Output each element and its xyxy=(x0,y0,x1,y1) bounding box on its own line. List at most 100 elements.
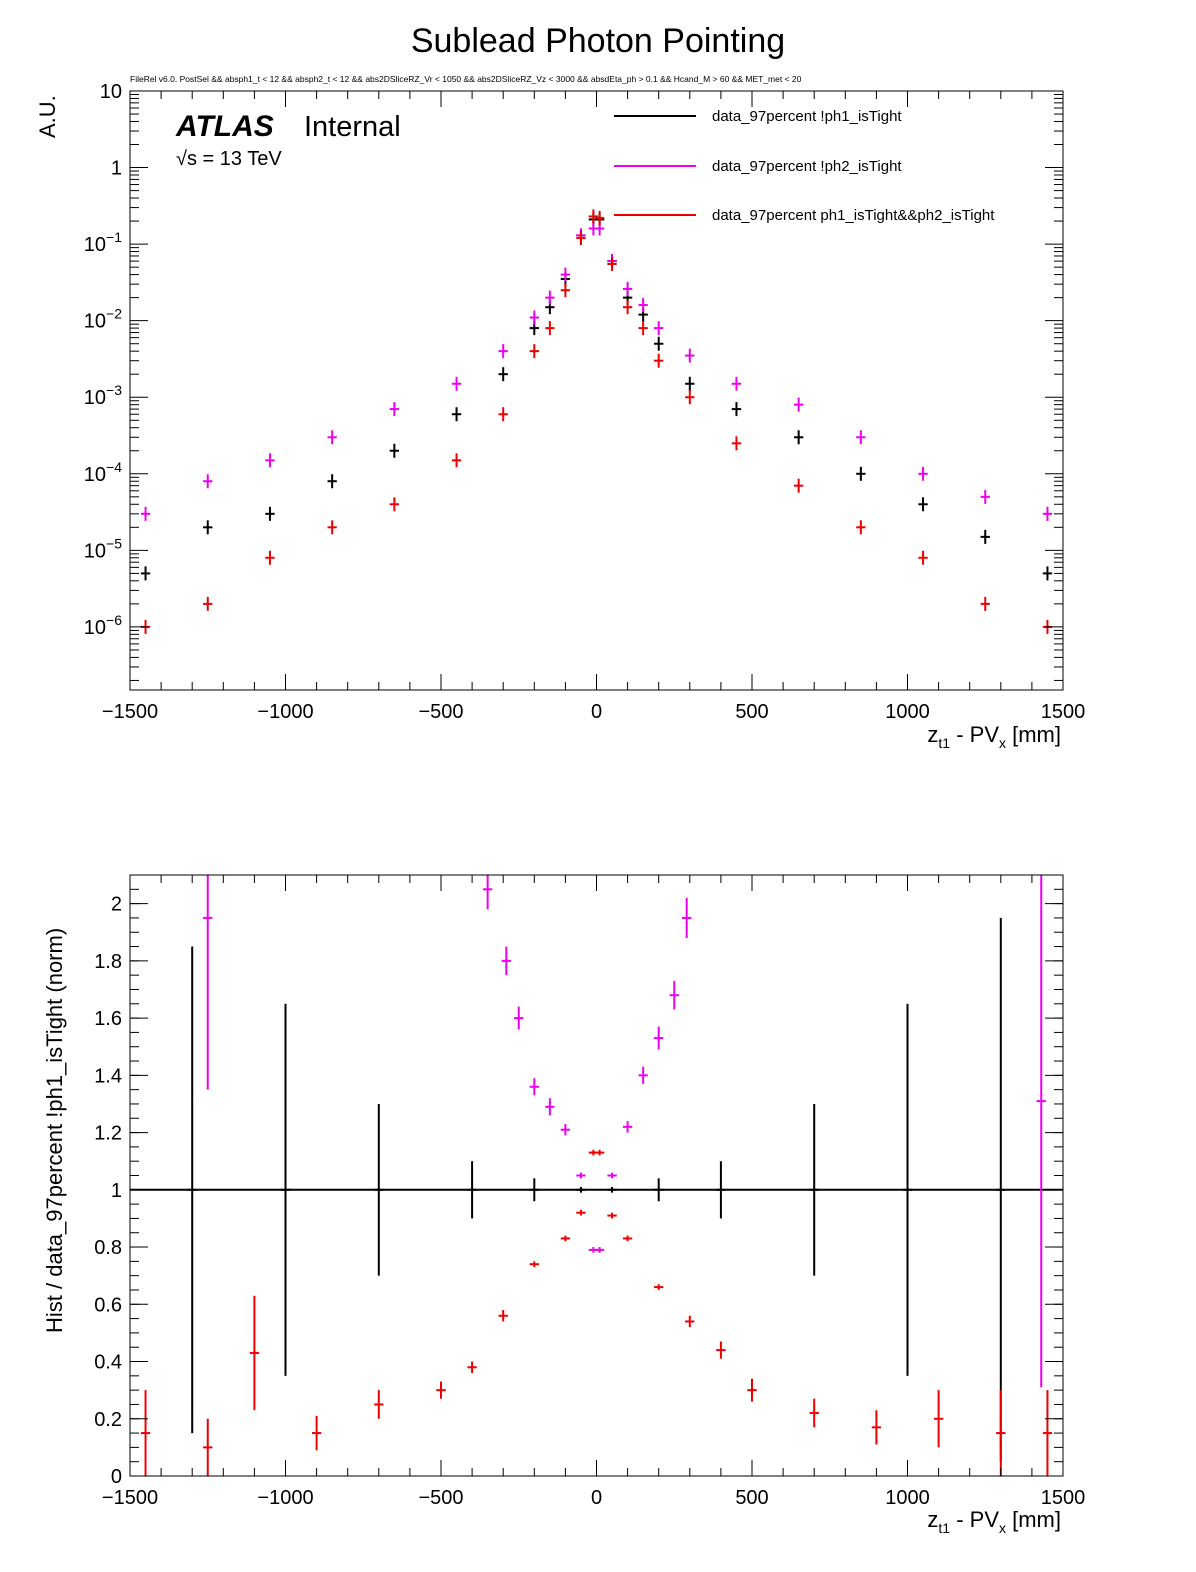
bottom-x-tick-label: −1500 xyxy=(102,1487,158,1509)
top-series-2-point xyxy=(545,321,555,336)
bottom-series-0-point xyxy=(374,1103,384,1276)
top-series-0-point xyxy=(140,566,151,581)
bottom-series-0-point xyxy=(902,1003,913,1376)
top-series-1-point xyxy=(451,376,462,391)
legend-label-tight: data_97percent ph1_isTight&&ph2_isTight xyxy=(712,207,995,224)
legend-entry-tight: data_97percent ph1_isTight&&ph2_isTight xyxy=(614,207,995,224)
top-y-axis-title: A.U. xyxy=(35,95,60,138)
top-series-1-point xyxy=(654,321,664,336)
legend-label-ph2: data_97percent !ph2_isTight xyxy=(712,158,902,175)
bottom-series-2-point xyxy=(529,1261,539,1268)
bottom-series-1-point xyxy=(203,875,213,1090)
bottom-x-tick-label: −500 xyxy=(418,1487,463,1509)
bottom-y-tick-label: 0.6 xyxy=(94,1294,122,1316)
top-series-0-point xyxy=(327,474,337,489)
top-series-2-point xyxy=(980,596,990,611)
top-series-1-point xyxy=(622,281,633,296)
top-series-0-point xyxy=(654,336,664,351)
top-series-0-point xyxy=(451,407,462,422)
bottom-series-1-point xyxy=(576,1172,586,1179)
internal-label: Internal xyxy=(304,111,401,143)
top-series-0-point xyxy=(1042,566,1053,581)
top-y-tick-label: 1 xyxy=(111,158,122,180)
bottom-x-tick-label: −1000 xyxy=(257,1487,313,1509)
top-series-2-point xyxy=(654,353,664,368)
bottom-series-2-point xyxy=(654,1284,664,1290)
bottom-series-2-point xyxy=(374,1390,384,1419)
top-x-tick-label: 0 xyxy=(591,701,602,723)
top-series-0-point xyxy=(918,497,928,512)
bottom-series-2-point xyxy=(311,1415,322,1451)
bottom-series-2-point xyxy=(436,1381,446,1399)
top-series-1-point xyxy=(265,453,275,468)
bottom-series-1-point xyxy=(482,875,493,910)
top-series-1-point xyxy=(389,402,400,417)
top-y-tick-label: 10−4 xyxy=(84,459,122,486)
top-series-2-point xyxy=(265,550,275,565)
bottom-y-tick-label: 0.8 xyxy=(94,1237,122,1259)
top-x-axis-title: zt1 - PVx [mm] xyxy=(927,722,1061,751)
bottom-y-tick-label: 1.8 xyxy=(94,951,122,973)
bottom-series-0-point xyxy=(576,1186,586,1193)
top-x-tick-label: 1000 xyxy=(885,701,930,723)
bottom-series-2-point xyxy=(498,1310,508,1322)
bottom-series-1-point xyxy=(594,1247,605,1253)
top-series-0-point xyxy=(389,443,400,458)
top-series-1-point xyxy=(203,474,213,489)
top-series-2-point xyxy=(529,344,539,359)
top-x-tick-label: −500 xyxy=(418,701,463,723)
legend-entry-ph2: data_97percent !ph2_isTight xyxy=(614,158,902,175)
bottom-series-2-point xyxy=(747,1378,757,1402)
bottom-y-tick-label: 1.2 xyxy=(94,1123,122,1145)
bottom-series-1-point xyxy=(622,1121,633,1133)
bottom-series-2-point xyxy=(809,1398,819,1428)
top-series-2-point xyxy=(576,231,586,246)
top-series-0-point xyxy=(980,529,990,544)
bottom-x-tick-label: 0 xyxy=(591,1487,602,1509)
bottom-series-1-point xyxy=(1036,875,1046,1388)
bottom-x-tick-label: 500 xyxy=(735,1487,768,1509)
bottom-series-1-point xyxy=(529,1078,539,1096)
bottom-series-2-point xyxy=(1042,1390,1053,1476)
top-series-1-point xyxy=(1042,506,1053,521)
top-series-2-point xyxy=(203,596,213,611)
top-series-2-point xyxy=(451,453,462,468)
top-series-1-point xyxy=(793,397,804,412)
top-series-2-point xyxy=(327,520,337,535)
bottom-x-axis-title: zt1 - PVx [mm] xyxy=(927,1507,1061,1536)
top-y-tick-label: 10−2 xyxy=(84,306,122,333)
legend-label-ph1: data_97percent !ph1_isTight xyxy=(712,108,902,125)
top-series-2-point xyxy=(622,300,633,315)
top-axes: −1500 −1000 −500 0 500 1000 1500 10−6 10−5 10−4 10… xyxy=(84,81,1085,723)
bottom-series-1-point xyxy=(514,1006,524,1030)
top-series-2-point xyxy=(588,209,599,224)
top-series-2-point xyxy=(594,210,605,225)
top-series-1-point xyxy=(980,489,990,504)
bottom-y-axis-title: Hist / data_97percent !ph1_isTight (norm… xyxy=(42,928,67,1333)
legend: data_97percent !ph1_isTight data_97perce… xyxy=(614,108,995,224)
bottom-series-2-point xyxy=(871,1410,882,1445)
bottom-series-0-point xyxy=(809,1103,819,1276)
bottom-series-2-point xyxy=(467,1361,477,1373)
bottom-series-0-point xyxy=(467,1161,477,1219)
top-series-0-point xyxy=(498,367,508,382)
chart-title: Sublead Photon Pointing xyxy=(411,22,785,60)
bottom-series-1-point xyxy=(654,1026,664,1050)
top-series-0-point xyxy=(856,466,866,481)
top-y-tick-label: 10−3 xyxy=(84,382,122,409)
bottom-panel: −1500 −1000 −500 0 500 1000 1500 0 0.2 0.4 0.6 0.8 1… xyxy=(42,874,1085,1536)
top-series-2-point xyxy=(389,497,400,512)
bottom-series-1-point xyxy=(501,946,511,976)
top-series-2-point xyxy=(793,478,804,493)
bottom-series-1-point xyxy=(560,1123,571,1136)
top-series-1-point xyxy=(856,430,866,445)
bottom-series-0-point xyxy=(280,1003,291,1376)
bottom-plot-frame xyxy=(129,874,1064,1477)
top-x-tick-label: 500 xyxy=(735,701,768,723)
top-panel: −1500 −1000 −500 0 500 1000 1500 10−6 10−5 10−4 10… xyxy=(35,81,1085,751)
bottom-y-tick-label: 1.6 xyxy=(94,1008,122,1030)
bottom-series-1-point xyxy=(682,897,692,938)
top-series-0-point xyxy=(731,402,742,417)
top-plot-frame xyxy=(129,90,1064,691)
top-series-2-point xyxy=(638,321,648,336)
